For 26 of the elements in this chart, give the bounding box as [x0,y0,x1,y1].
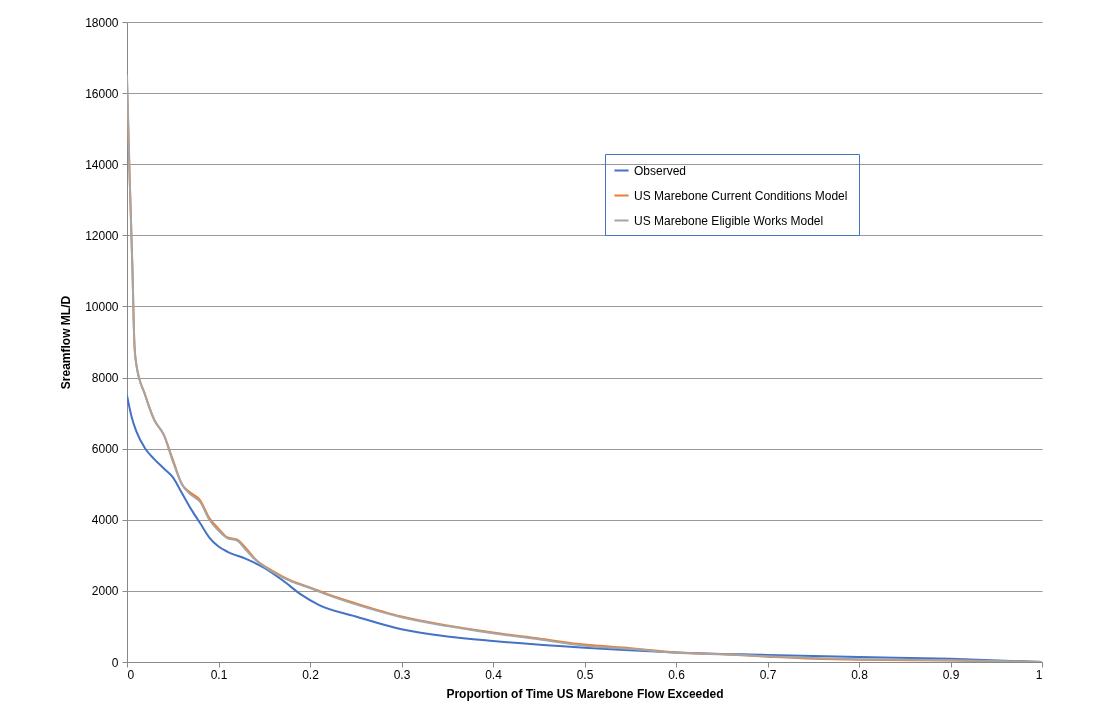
x-tick-label: 0.4 [485,667,503,682]
y-tick-label: 12000 [85,228,119,243]
x-tick-label: 0.9 [942,667,960,682]
y-tick-label: 18000 [85,15,119,30]
x-tick-label: 0.3 [393,667,411,682]
x-tick-label: 0.1 [210,667,228,682]
x-tick-label: 0.2 [302,667,320,682]
y-tick-label: 10000 [85,299,119,314]
y-tick-label: 4000 [91,513,119,528]
legend-label: US Marebone Current Conditions Model [634,188,848,203]
y-tick-label: 0 [111,655,119,670]
y-axis-title: Sreamflow ML/D [59,295,74,390]
legend-label: Observed [634,163,687,178]
x-tick-label: 1 [1035,667,1043,682]
x-tick-label: 0 [127,667,135,682]
y-tick-label: 14000 [85,157,119,172]
y-tick-label: 8000 [91,371,119,386]
x-tick-label: 0.8 [851,667,869,682]
x-tick-label: 0.6 [668,667,686,682]
x-tick-label: 0.5 [576,667,594,682]
y-tick-label: 6000 [91,442,119,457]
y-tick-label: 2000 [91,584,119,599]
x-axis-title: Proportion of Time US Marebone Flow Exceeded [446,686,724,701]
legend-label: US Marebone Eligible Works Model [634,213,824,228]
y-tick-label: 16000 [85,86,119,101]
x-tick-label: 0.7 [759,667,777,682]
